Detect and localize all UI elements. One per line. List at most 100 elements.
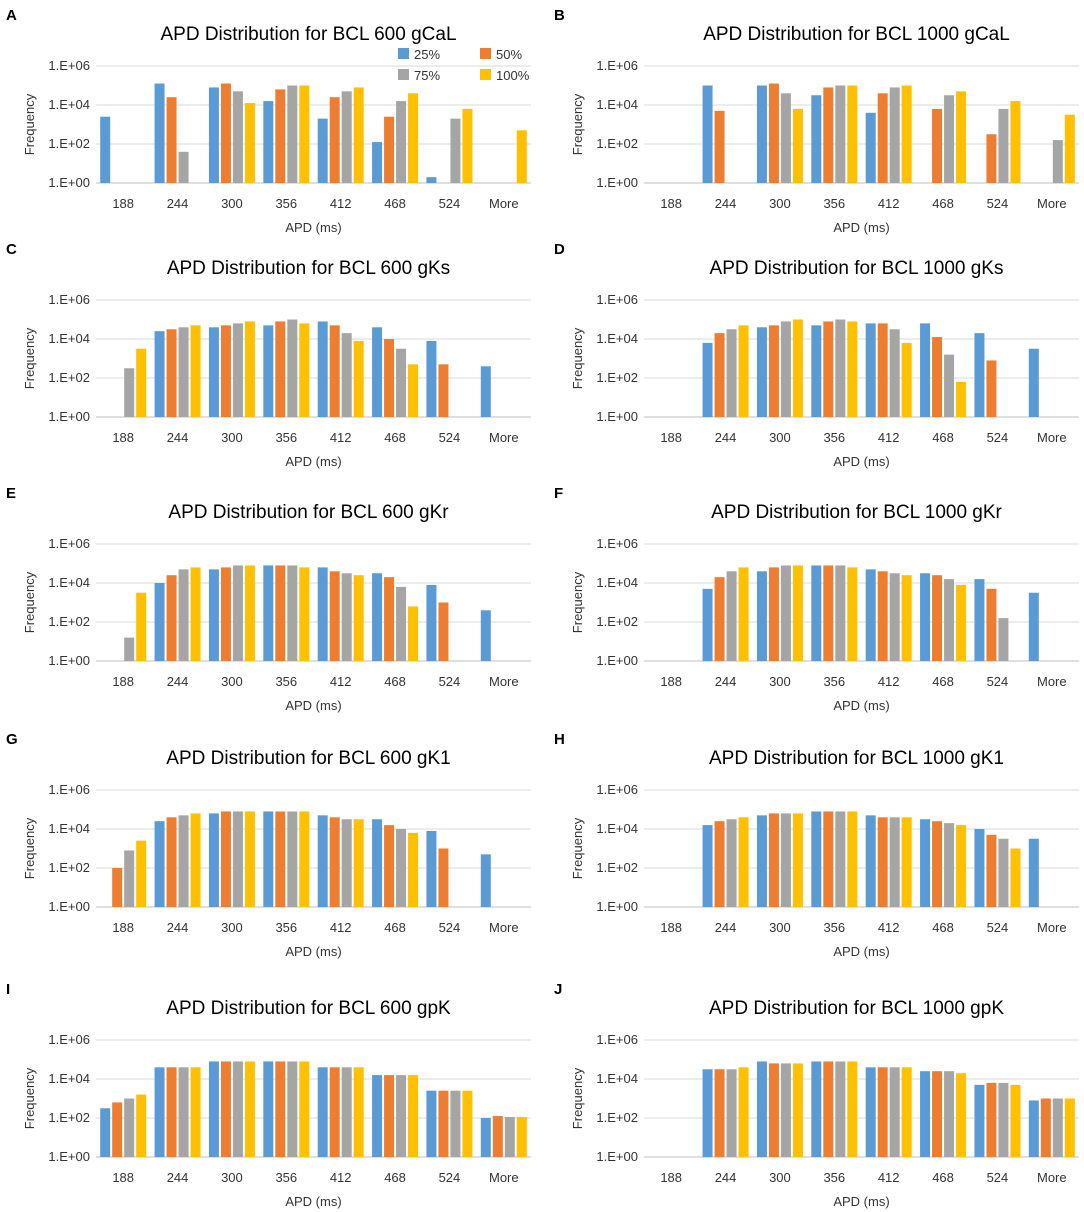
x-tick-label: More xyxy=(489,1170,519,1185)
x-tick-label: 468 xyxy=(932,430,954,445)
x-tick-label: 300 xyxy=(221,196,243,211)
bar-j-356-25pct xyxy=(811,1061,822,1157)
y-axis-title: Frequency xyxy=(22,571,37,633)
bar-e-412-25pct xyxy=(317,567,328,661)
bar-g-356-50pct xyxy=(275,811,286,907)
y-tick-label: 1.E+06 xyxy=(48,58,90,73)
chart-title: APD Distribution for BCL 600 gpK xyxy=(166,998,451,1019)
panel-letter: H xyxy=(554,731,565,748)
chart-title: APD Distribution for BCL 600 gCaL xyxy=(160,24,456,45)
bar-h-524-25pct xyxy=(974,829,985,907)
bar-b-244-50pct xyxy=(714,110,725,183)
x-tick-label: 412 xyxy=(878,920,900,935)
bar-i-more-25pct xyxy=(480,1118,491,1157)
x-tick-label: 188 xyxy=(660,1170,682,1185)
y-tick-label: 1.E+06 xyxy=(596,1032,638,1047)
y-tick-label: 1.E+04 xyxy=(48,331,90,346)
x-tick-label: More xyxy=(1037,674,1067,689)
bar-g-524-50pct xyxy=(438,848,449,907)
y-tick-label: 1.E+06 xyxy=(48,292,90,307)
bar-b-300-25pct xyxy=(756,85,767,183)
bar-j-300-50pct xyxy=(768,1063,779,1157)
bar-i-188-75pct xyxy=(124,1098,135,1157)
y-tick-label: 1.E+06 xyxy=(48,1032,90,1047)
bar-d-300-25pct xyxy=(756,327,767,417)
bar-g-356-75pct xyxy=(287,811,298,907)
panel-letter: G xyxy=(6,731,18,748)
bar-j-more-25pct xyxy=(1028,1100,1039,1157)
x-tick-label: 188 xyxy=(112,920,134,935)
bar-a-356-75pct xyxy=(287,85,298,183)
panel-letter: F xyxy=(554,485,563,502)
bar-h-412-100pct xyxy=(901,817,912,907)
bar-e-more-25pct xyxy=(480,610,491,661)
x-axis-title: APD (ms) xyxy=(285,698,341,713)
bar-a-468-100pct xyxy=(408,93,419,183)
bar-j-244-50pct xyxy=(714,1069,725,1157)
y-tick-label: 1.E+06 xyxy=(48,536,90,551)
bar-j-468-25pct xyxy=(920,1071,931,1157)
bar-g-244-25pct xyxy=(154,821,165,907)
bar-c-356-50pct xyxy=(275,321,286,417)
bar-i-244-75pct xyxy=(178,1067,189,1157)
y-tick-label: 1.E+04 xyxy=(48,97,90,112)
bar-i-188-50pct xyxy=(112,1102,123,1157)
x-tick-label: 412 xyxy=(330,430,352,445)
bar-g-300-50pct xyxy=(220,811,231,907)
y-tick-label: 1.E+02 xyxy=(48,136,90,151)
x-tick-label: 524 xyxy=(987,430,1009,445)
bar-c-468-75pct xyxy=(396,348,407,417)
x-tick-label: 468 xyxy=(932,674,954,689)
legend-swatch xyxy=(398,69,409,80)
x-tick-label: 188 xyxy=(660,920,682,935)
x-tick-label: 412 xyxy=(330,196,352,211)
bar-f-244-50pct xyxy=(714,577,725,661)
bar-j-244-25pct xyxy=(702,1069,713,1157)
bar-c-412-100pct xyxy=(353,340,364,417)
x-tick-label: 356 xyxy=(823,196,845,211)
bar-b-356-25pct xyxy=(811,95,822,183)
bar-f-300-50pct xyxy=(768,567,779,661)
x-tick-label: 244 xyxy=(715,674,737,689)
bar-e-300-50pct xyxy=(220,567,231,661)
bar-g-300-100pct xyxy=(244,811,255,907)
bar-e-468-75pct xyxy=(396,586,407,661)
bar-a-300-25pct xyxy=(208,87,219,183)
bar-i-524-25pct xyxy=(426,1090,437,1157)
x-tick-label: 188 xyxy=(112,674,134,689)
bar-f-356-100pct xyxy=(847,567,858,661)
bar-b-524-75pct xyxy=(998,108,1009,183)
x-tick-label: 524 xyxy=(439,1170,461,1185)
bar-i-300-25pct xyxy=(208,1061,219,1157)
panel-letter: A xyxy=(6,7,17,24)
x-tick-label: 412 xyxy=(330,920,352,935)
bar-h-524-50pct xyxy=(986,834,997,907)
bar-c-more-25pct xyxy=(480,366,491,417)
x-axis-title: APD (ms) xyxy=(285,1194,341,1209)
bar-h-300-50pct xyxy=(768,813,779,907)
bar-g-356-100pct xyxy=(299,811,310,907)
chart-panel-d: D APD Distribution for BCL 1000 gKs 1.E+00… xyxy=(554,241,1079,469)
bar-d-244-100pct xyxy=(738,325,749,417)
bar-h-524-100pct xyxy=(1010,848,1021,907)
chart-panel-h: H APD Distribution for BCL 1000 gK1 1.E+00… xyxy=(554,731,1079,959)
x-tick-label: 300 xyxy=(769,1170,791,1185)
x-tick-label: 468 xyxy=(384,674,406,689)
bar-a-300-75pct xyxy=(232,91,243,183)
bar-f-356-25pct xyxy=(811,565,822,661)
x-tick-label: 188 xyxy=(660,196,682,211)
bar-f-244-100pct xyxy=(738,567,749,661)
x-tick-label: 188 xyxy=(660,674,682,689)
y-tick-label: 1.E+04 xyxy=(596,97,638,112)
x-tick-label: 356 xyxy=(823,1170,845,1185)
x-tick-label: 412 xyxy=(878,674,900,689)
x-tick-label: 468 xyxy=(384,1170,406,1185)
bar-g-more-25pct xyxy=(480,854,491,907)
bar-i-412-75pct xyxy=(341,1067,352,1157)
bar-i-356-50pct xyxy=(275,1061,286,1157)
bar-h-300-100pct xyxy=(792,813,803,907)
y-tick-label: 1.E+02 xyxy=(596,860,638,875)
legend-label: 25% xyxy=(414,47,440,62)
bar-b-356-75pct xyxy=(835,85,846,183)
bar-e-412-100pct xyxy=(353,575,364,661)
